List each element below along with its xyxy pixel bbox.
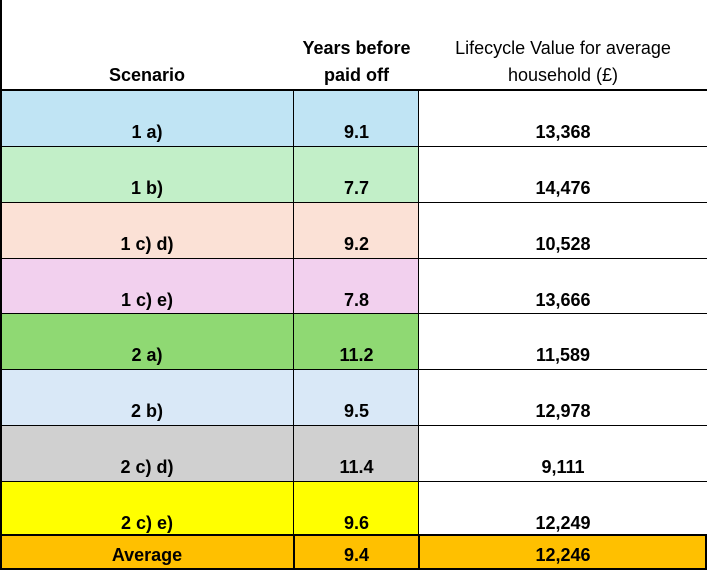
left-border xyxy=(0,0,2,570)
row-8-value-cell: 12,249 xyxy=(535,513,591,533)
row-7-years-cell: 11.4 xyxy=(294,426,419,482)
average-top-border xyxy=(0,534,707,536)
row-2-scenario-cell: 1 b) xyxy=(0,147,294,203)
row-5-years-cell: 11.2 xyxy=(294,314,419,370)
row-6-years-cell: 9.5 xyxy=(294,370,419,426)
row-4-scenario-cell: 1 c) e) xyxy=(0,259,294,315)
row-divider xyxy=(0,425,707,426)
header-bottom-border xyxy=(0,89,707,91)
average-value-cell: 12,246 xyxy=(419,536,707,569)
column-divider xyxy=(293,90,294,535)
row-divider xyxy=(0,313,707,314)
row-divider xyxy=(0,481,707,482)
row-7-value-cell: 9,111 xyxy=(541,457,585,477)
row-2-years-cell: 7.7 xyxy=(294,147,419,203)
row-6-scenario-cell: 2 b) xyxy=(0,370,294,426)
row-5-value-cell: 11,589 xyxy=(535,345,591,365)
right-border xyxy=(705,535,707,569)
row-8-scenario-cell: 2 c) e) xyxy=(0,482,294,538)
row-8-years-cell: 9.6 xyxy=(294,482,419,538)
row-divider xyxy=(0,202,707,203)
row-divider xyxy=(0,146,707,147)
table-bottom-border xyxy=(0,568,707,570)
row-6-value-cell: 12,978 xyxy=(535,401,591,421)
row-3-scenario-cell: 1 c) d) xyxy=(0,203,294,259)
row-3-value-cell: 10,528 xyxy=(535,234,591,254)
column-divider xyxy=(418,90,419,535)
row-4-value-cell: 13,666 xyxy=(535,290,591,310)
row-7-scenario-cell: 2 c) d) xyxy=(0,426,294,482)
row-1-value-cell: 13,368 xyxy=(535,122,591,142)
row-divider xyxy=(0,369,707,370)
row-5-scenario-cell: 2 a) xyxy=(0,314,294,370)
header-scenario: Scenario xyxy=(108,65,186,85)
row-3-years-cell: 9.2 xyxy=(294,203,419,259)
column-divider xyxy=(293,535,295,569)
row-divider xyxy=(0,258,707,259)
row-1-scenario-cell: 1 a) xyxy=(0,91,294,147)
average-years-cell: 9.4 xyxy=(294,536,419,569)
header-lifecycle-value: Lifecycle Value for average household (£… xyxy=(455,38,671,85)
row-2-value-cell: 14,476 xyxy=(535,178,591,198)
header-years-before-paid-off: Years before paid off xyxy=(302,38,411,85)
average-scenario-cell: Average xyxy=(0,536,294,569)
column-divider xyxy=(418,535,420,569)
row-1-years-cell: 9.1 xyxy=(294,91,419,147)
row-4-years-cell: 7.8 xyxy=(294,259,419,315)
